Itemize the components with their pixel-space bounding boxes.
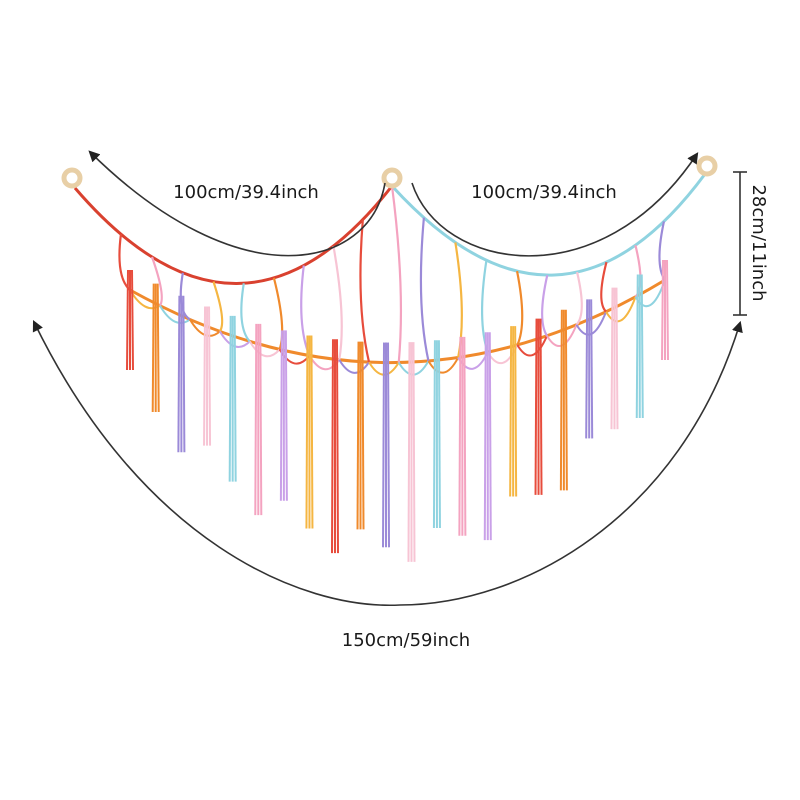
rope	[330, 339, 334, 554]
rope	[458, 336, 462, 536]
hammock-net	[73, 173, 707, 562]
rope	[240, 283, 251, 343]
rope	[150, 256, 163, 307]
rope	[534, 318, 538, 495]
rope	[228, 315, 232, 482]
rope	[564, 309, 568, 491]
rope	[387, 342, 391, 548]
rope	[131, 269, 134, 371]
rope	[305, 335, 309, 529]
rope	[427, 357, 460, 374]
rope	[126, 269, 129, 371]
dimension-arc	[88, 150, 386, 257]
rope	[539, 318, 543, 495]
rope	[516, 335, 548, 357]
rope	[483, 332, 487, 541]
rope	[615, 287, 619, 430]
rope	[432, 340, 436, 528]
rope	[635, 274, 639, 418]
rope	[203, 306, 207, 446]
rope	[151, 283, 155, 413]
ring	[61, 167, 83, 189]
dimension-arc	[411, 152, 699, 257]
rope	[412, 342, 416, 562]
rope	[610, 287, 614, 430]
rope	[156, 283, 160, 413]
dimension-arc	[32, 319, 743, 607]
total-span-label: 150cm/59inch	[342, 630, 470, 651]
rope	[390, 185, 403, 363]
rope	[390, 173, 707, 277]
rope	[310, 335, 314, 529]
ring	[381, 167, 403, 189]
rope	[509, 326, 513, 497]
rope	[182, 295, 186, 453]
ring	[696, 155, 718, 177]
right-span-label: 100cm/39.4inch	[471, 182, 617, 203]
rope	[279, 330, 283, 501]
rope	[332, 245, 343, 360]
rope	[407, 342, 411, 562]
rope	[359, 219, 371, 363]
rope	[600, 261, 608, 313]
rope	[335, 339, 339, 554]
rope	[640, 274, 644, 418]
rope	[356, 341, 360, 530]
rope	[259, 323, 263, 516]
rope	[661, 259, 664, 361]
rope	[361, 341, 365, 530]
rope	[514, 326, 518, 497]
height-label: 28cm/11inch	[748, 184, 769, 301]
rope	[248, 340, 281, 358]
rope	[585, 299, 589, 439]
rope	[284, 330, 288, 501]
rope	[666, 259, 669, 361]
rope	[382, 342, 386, 548]
rope	[590, 299, 594, 439]
rope	[515, 270, 524, 346]
rope	[463, 336, 467, 536]
left-span-label: 100cm/39.4inch	[173, 182, 319, 203]
rope	[338, 359, 370, 374]
rope	[559, 309, 563, 491]
rope	[177, 295, 181, 453]
rope	[233, 315, 237, 482]
rope	[488, 332, 492, 541]
rope	[419, 217, 430, 362]
rope	[254, 323, 258, 516]
rope	[73, 185, 394, 285]
rope	[208, 306, 212, 446]
rope	[437, 340, 441, 528]
